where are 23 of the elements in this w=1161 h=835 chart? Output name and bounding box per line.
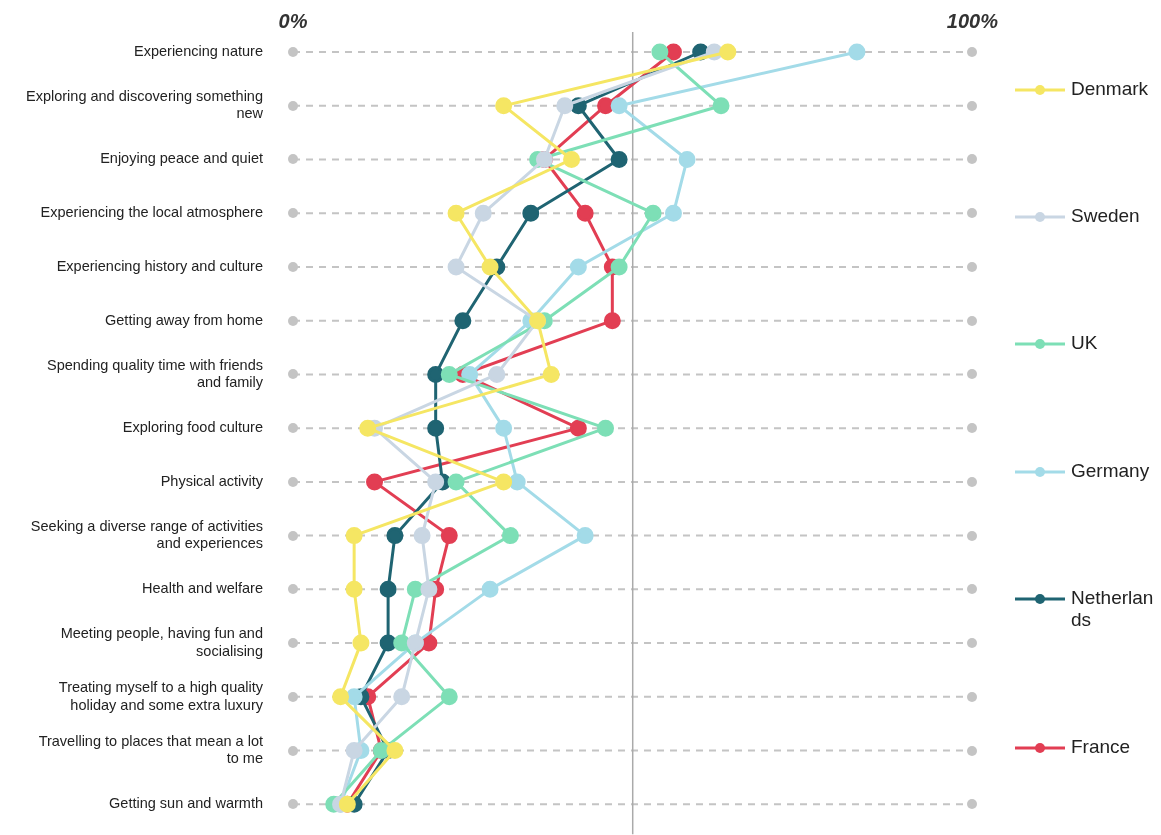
y-tick-label: Seeking a diverse range of activities and experiences [30,517,263,552]
legend-label: Netherlands [1071,586,1155,631]
y-tick-label: Getting sun and warmth [109,795,263,812]
y-tick-label: Experiencing the local atmosphere [40,204,263,221]
y-tick-label: Experiencing history and culture [56,257,263,274]
y-tick-label: Enjoying peace and quiet [100,150,263,167]
legend-label: Sweden [1071,205,1141,228]
y-tick-label: Travelling to places that mean a lot to me [38,732,263,767]
y-tick-label: Getting away from home [105,311,263,328]
y-tick-label: Health and welfare [142,580,263,597]
y-tick-label: Experiencing nature [134,43,263,59]
y-tick-label: Treating myself to a high quality holiday and some extra luxury [58,679,264,713]
y-tick-label: Exploring food culture [122,419,263,436]
x-tick-label: 0% [278,9,308,32]
y-tick-label: Spending quality time with friends and family [46,356,264,391]
legend-label: France [1071,735,1132,758]
y-tick-label: Physical activity [160,472,264,489]
x-tick-label: 100% [946,9,999,32]
y-tick-label: Exploring and discovering something new [26,88,264,122]
legend-label: Denmark [1071,78,1150,100]
y-tick-label: Meeting people, having fun and socialising [60,625,263,659]
legend-label: UK [1071,332,1099,355]
legend-label: Germany [1071,459,1151,482]
